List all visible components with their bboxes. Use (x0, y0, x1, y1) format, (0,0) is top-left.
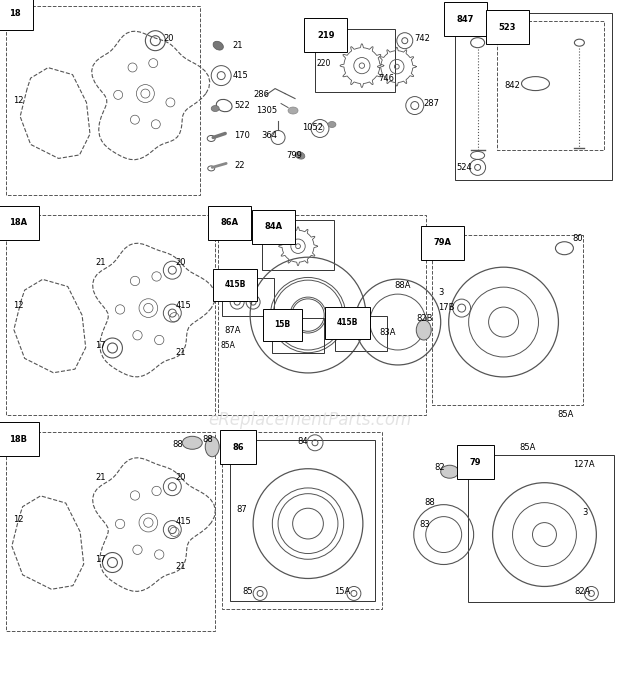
Bar (272, 318, 324, 353)
Ellipse shape (288, 107, 298, 114)
Text: 220: 220 (317, 59, 331, 68)
Text: 522: 522 (234, 101, 250, 110)
Text: 17: 17 (95, 340, 106, 349)
Text: 524: 524 (457, 163, 472, 172)
Ellipse shape (182, 437, 202, 449)
Bar (454, 12, 613, 180)
Ellipse shape (213, 42, 223, 50)
Text: 85A: 85A (220, 340, 235, 349)
Text: 21: 21 (232, 41, 242, 50)
Text: 364: 364 (261, 131, 277, 140)
Text: 21: 21 (95, 258, 106, 267)
Text: 20: 20 (163, 34, 174, 43)
Text: 88A: 88A (395, 281, 411, 290)
Bar (497, 21, 604, 150)
Text: 87: 87 (236, 505, 247, 514)
Text: 415: 415 (175, 517, 191, 526)
Text: 170: 170 (234, 131, 250, 140)
Text: 1052: 1052 (302, 123, 323, 132)
Text: 18A: 18A (9, 218, 27, 227)
Text: 84A: 84A (264, 222, 282, 231)
Text: 18: 18 (9, 9, 20, 18)
Text: 83: 83 (420, 520, 430, 529)
Text: 3: 3 (582, 508, 588, 517)
Ellipse shape (441, 465, 459, 478)
Text: 219: 219 (317, 30, 334, 40)
Text: 415: 415 (175, 301, 191, 310)
Text: 415B: 415B (337, 318, 358, 327)
Text: 15A: 15A (334, 587, 350, 596)
Bar (6, 216, 215, 415)
Text: 1305: 1305 (256, 106, 277, 115)
Text: 12: 12 (12, 301, 23, 310)
Text: 79A: 79A (434, 238, 452, 247)
Text: 21: 21 (175, 562, 186, 571)
Text: 287: 287 (423, 99, 440, 108)
Text: 82: 82 (435, 463, 445, 472)
Bar (315, 28, 395, 91)
Text: 21: 21 (95, 473, 106, 482)
Bar (467, 455, 614, 602)
Bar (230, 440, 375, 602)
Text: 85: 85 (242, 587, 253, 596)
Bar (432, 235, 583, 405)
Bar (6, 6, 200, 195)
Text: 80: 80 (572, 234, 583, 243)
Text: 286: 286 (253, 90, 269, 99)
Text: 20: 20 (175, 473, 186, 482)
Bar (6, 432, 215, 631)
Text: 88: 88 (172, 440, 183, 449)
Text: 742: 742 (415, 34, 431, 43)
Text: 17B: 17B (438, 303, 454, 312)
Text: 82B: 82B (417, 313, 433, 322)
Text: 15B: 15B (274, 320, 290, 329)
Text: 22: 22 (234, 161, 245, 170)
Bar (262, 220, 334, 270)
Text: 88: 88 (202, 435, 213, 444)
Text: 12: 12 (12, 96, 23, 105)
Ellipse shape (211, 105, 219, 112)
Text: 3: 3 (439, 288, 444, 297)
Text: 84: 84 (297, 437, 308, 446)
Ellipse shape (416, 320, 432, 340)
Text: 523: 523 (498, 23, 516, 32)
Text: 12: 12 (12, 515, 23, 524)
Text: 18B: 18B (9, 435, 27, 444)
Bar (335, 316, 387, 351)
Text: 20: 20 (175, 258, 186, 267)
Text: 17: 17 (95, 555, 106, 564)
Text: 86: 86 (232, 443, 244, 452)
Text: 842: 842 (505, 81, 520, 90)
Text: 21: 21 (175, 349, 186, 358)
Ellipse shape (205, 437, 219, 457)
Ellipse shape (295, 152, 305, 159)
Bar (222, 278, 274, 316)
Text: 746: 746 (378, 74, 394, 83)
Bar (222, 432, 382, 609)
Text: 415: 415 (232, 71, 248, 80)
Text: 127A: 127A (574, 460, 595, 469)
Ellipse shape (328, 121, 336, 128)
Text: 85A: 85A (557, 410, 574, 419)
Text: 799: 799 (286, 151, 302, 160)
Text: 847: 847 (457, 15, 474, 24)
Text: 85A: 85A (520, 444, 536, 453)
Bar (218, 216, 426, 415)
Text: 79: 79 (469, 458, 481, 467)
Text: eReplacementParts.com: eReplacementParts.com (208, 411, 412, 429)
Text: 88: 88 (425, 498, 435, 507)
Text: 87A: 87A (224, 326, 241, 335)
Text: 83A: 83A (380, 328, 396, 337)
Text: 415B: 415B (224, 280, 246, 289)
Text: 82A: 82A (574, 587, 591, 596)
Text: 86A: 86A (220, 218, 238, 227)
